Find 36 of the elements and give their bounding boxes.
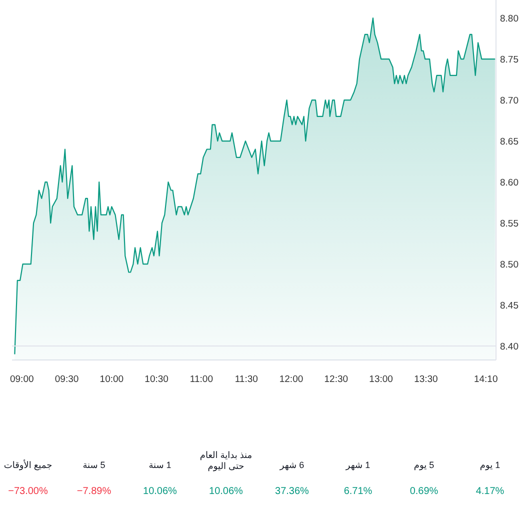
text: 10.06% (209, 486, 243, 497)
category-label: 5 يوم (414, 460, 434, 471)
y-tick-label: 8.70 (500, 96, 518, 107)
category-label: منذ بداية العام حتى اليوم (200, 450, 252, 472)
x-tick-label: 11:30 (234, 374, 258, 385)
x-tick-label: 10:00 (100, 374, 124, 385)
x-tick-label: 13:00 (369, 374, 393, 385)
y-tick-label: 8.55 (500, 218, 518, 230)
category-label: 6 شهر (278, 460, 304, 471)
text: −73.00% (8, 486, 48, 497)
x-tick-label: 13:30 (414, 374, 438, 385)
y-tick-label: 8.40 (500, 342, 518, 353)
category-label: 1 سنة (148, 460, 172, 470)
text: 10.06% (143, 486, 177, 497)
y-tick-label: 8.50 (500, 260, 518, 271)
x-tick-label: 09:00 (10, 374, 34, 385)
text: 4.17% (476, 486, 504, 497)
text: 6.71% (344, 486, 372, 497)
y-tick-label: 8.65 (500, 136, 518, 148)
y-tick-label: 8.80 (500, 14, 518, 25)
category-label: جميع الأوقات (4, 459, 52, 471)
x-tick-label: 11:00 (190, 374, 214, 385)
text: 37.36% (275, 486, 309, 497)
text: 0.69% (410, 486, 438, 497)
x-tick-label: 12:00 (279, 374, 304, 385)
y-tick-label: 8.45 (500, 300, 518, 312)
x-tick-label: 09:30 (54, 374, 79, 385)
x-tick-label: 10:30 (144, 374, 168, 385)
x-tick-label: 14:10 (474, 374, 498, 385)
category-label: 1 شهر (344, 460, 370, 471)
y-tick-label: 8.60 (500, 178, 518, 189)
x-tick-label: 12:30 (324, 374, 348, 385)
y-tick-label: 8.75 (500, 54, 518, 66)
text: −7.89% (76, 486, 112, 497)
category-label: 5 سنة (82, 460, 106, 470)
category-label: 1 يوم (480, 460, 500, 471)
